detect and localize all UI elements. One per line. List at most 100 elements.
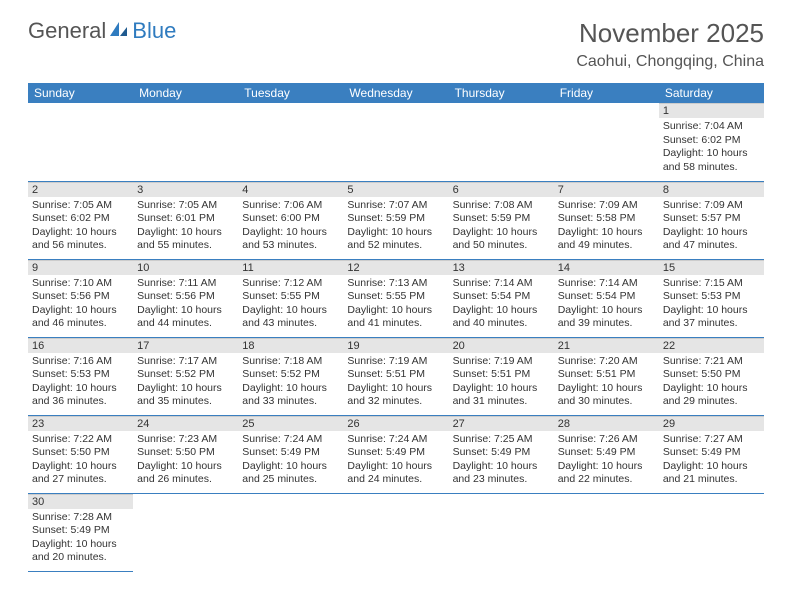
calendar-table: SundayMondayTuesdayWednesdayThursdayFrid…	[28, 83, 764, 572]
day-info: Sunrise: 7:13 AMSunset: 5:55 PMDaylight:…	[343, 275, 448, 336]
day-cell: 24Sunrise: 7:23 AMSunset: 5:50 PMDayligh…	[133, 415, 238, 493]
day-number: 3	[133, 182, 238, 197]
day-cell: 10Sunrise: 7:11 AMSunset: 5:56 PMDayligh…	[133, 259, 238, 337]
day-info: Sunrise: 7:06 AMSunset: 6:00 PMDaylight:…	[238, 197, 343, 258]
weekday-header: Thursday	[449, 83, 554, 103]
day-cell: 29Sunrise: 7:27 AMSunset: 5:49 PMDayligh…	[659, 415, 764, 493]
day-info: Sunrise: 7:12 AMSunset: 5:55 PMDaylight:…	[238, 275, 343, 336]
day-info: Sunrise: 7:24 AMSunset: 5:49 PMDaylight:…	[238, 431, 343, 492]
header: General Blue November 2025 Caohui, Chong…	[28, 18, 764, 71]
empty-cell	[554, 493, 659, 571]
logo-text-general: General	[28, 18, 106, 44]
empty-cell	[28, 103, 133, 181]
day-number: 6	[449, 182, 554, 197]
day-cell: 26Sunrise: 7:24 AMSunset: 5:49 PMDayligh…	[343, 415, 448, 493]
day-number: 13	[449, 260, 554, 275]
calendar-header-row: SundayMondayTuesdayWednesdayThursdayFrid…	[28, 83, 764, 103]
day-number: 15	[659, 260, 764, 275]
weekday-header: Saturday	[659, 83, 764, 103]
day-cell: 16Sunrise: 7:16 AMSunset: 5:53 PMDayligh…	[28, 337, 133, 415]
day-number: 27	[449, 416, 554, 431]
day-number: 26	[343, 416, 448, 431]
day-cell: 21Sunrise: 7:20 AMSunset: 5:51 PMDayligh…	[554, 337, 659, 415]
empty-cell	[343, 103, 448, 181]
day-cell: 14Sunrise: 7:14 AMSunset: 5:54 PMDayligh…	[554, 259, 659, 337]
empty-cell	[449, 103, 554, 181]
day-number: 14	[554, 260, 659, 275]
day-info: Sunrise: 7:07 AMSunset: 5:59 PMDaylight:…	[343, 197, 448, 258]
day-number: 25	[238, 416, 343, 431]
day-info: Sunrise: 7:20 AMSunset: 5:51 PMDaylight:…	[554, 353, 659, 414]
day-number: 12	[343, 260, 448, 275]
day-info: Sunrise: 7:10 AMSunset: 5:56 PMDaylight:…	[28, 275, 133, 336]
weekday-header: Tuesday	[238, 83, 343, 103]
day-info: Sunrise: 7:05 AMSunset: 6:02 PMDaylight:…	[28, 197, 133, 258]
day-cell: 7Sunrise: 7:09 AMSunset: 5:58 PMDaylight…	[554, 181, 659, 259]
day-info: Sunrise: 7:09 AMSunset: 5:57 PMDaylight:…	[659, 197, 764, 258]
day-cell: 12Sunrise: 7:13 AMSunset: 5:55 PMDayligh…	[343, 259, 448, 337]
weekday-header: Wednesday	[343, 83, 448, 103]
day-info: Sunrise: 7:23 AMSunset: 5:50 PMDaylight:…	[133, 431, 238, 492]
day-info: Sunrise: 7:05 AMSunset: 6:01 PMDaylight:…	[133, 197, 238, 258]
sail-icon	[108, 18, 130, 44]
empty-cell	[238, 493, 343, 571]
empty-cell	[133, 103, 238, 181]
day-info: Sunrise: 7:08 AMSunset: 5:59 PMDaylight:…	[449, 197, 554, 258]
day-info: Sunrise: 7:19 AMSunset: 5:51 PMDaylight:…	[343, 353, 448, 414]
day-number: 2	[28, 182, 133, 197]
empty-cell	[659, 493, 764, 571]
day-cell: 22Sunrise: 7:21 AMSunset: 5:50 PMDayligh…	[659, 337, 764, 415]
day-cell: 27Sunrise: 7:25 AMSunset: 5:49 PMDayligh…	[449, 415, 554, 493]
day-number: 11	[238, 260, 343, 275]
day-cell: 20Sunrise: 7:19 AMSunset: 5:51 PMDayligh…	[449, 337, 554, 415]
day-info: Sunrise: 7:16 AMSunset: 5:53 PMDaylight:…	[28, 353, 133, 414]
day-number: 9	[28, 260, 133, 275]
day-cell: 28Sunrise: 7:26 AMSunset: 5:49 PMDayligh…	[554, 415, 659, 493]
day-info: Sunrise: 7:19 AMSunset: 5:51 PMDaylight:…	[449, 353, 554, 414]
weekday-header: Sunday	[28, 83, 133, 103]
day-cell: 17Sunrise: 7:17 AMSunset: 5:52 PMDayligh…	[133, 337, 238, 415]
day-cell: 5Sunrise: 7:07 AMSunset: 5:59 PMDaylight…	[343, 181, 448, 259]
calendar-page: General Blue November 2025 Caohui, Chong…	[0, 0, 792, 590]
day-cell: 9Sunrise: 7:10 AMSunset: 5:56 PMDaylight…	[28, 259, 133, 337]
day-cell: 11Sunrise: 7:12 AMSunset: 5:55 PMDayligh…	[238, 259, 343, 337]
day-number: 22	[659, 338, 764, 353]
day-cell: 13Sunrise: 7:14 AMSunset: 5:54 PMDayligh…	[449, 259, 554, 337]
day-info: Sunrise: 7:14 AMSunset: 5:54 PMDaylight:…	[449, 275, 554, 336]
day-number: 16	[28, 338, 133, 353]
day-number: 19	[343, 338, 448, 353]
day-number: 7	[554, 182, 659, 197]
weekday-header: Friday	[554, 83, 659, 103]
day-info: Sunrise: 7:25 AMSunset: 5:49 PMDaylight:…	[449, 431, 554, 492]
weekday-header: Monday	[133, 83, 238, 103]
day-number: 5	[343, 182, 448, 197]
day-number: 8	[659, 182, 764, 197]
location: Caohui, Chongqing, China	[576, 53, 764, 71]
empty-cell	[238, 103, 343, 181]
day-number: 23	[28, 416, 133, 431]
day-cell: 18Sunrise: 7:18 AMSunset: 5:52 PMDayligh…	[238, 337, 343, 415]
empty-cell	[343, 493, 448, 571]
day-cell: 4Sunrise: 7:06 AMSunset: 6:00 PMDaylight…	[238, 181, 343, 259]
day-info: Sunrise: 7:15 AMSunset: 5:53 PMDaylight:…	[659, 275, 764, 336]
day-info: Sunrise: 7:22 AMSunset: 5:50 PMDaylight:…	[28, 431, 133, 492]
title-block: November 2025 Caohui, Chongqing, China	[576, 18, 764, 71]
day-cell: 1Sunrise: 7:04 AMSunset: 6:02 PMDaylight…	[659, 103, 764, 181]
day-number: 4	[238, 182, 343, 197]
day-info: Sunrise: 7:28 AMSunset: 5:49 PMDaylight:…	[28, 509, 133, 570]
day-number: 20	[449, 338, 554, 353]
day-info: Sunrise: 7:09 AMSunset: 5:58 PMDaylight:…	[554, 197, 659, 258]
calendar-body: 1Sunrise: 7:04 AMSunset: 6:02 PMDaylight…	[28, 103, 764, 571]
month-title: November 2025	[576, 18, 764, 49]
day-number: 28	[554, 416, 659, 431]
empty-cell	[449, 493, 554, 571]
day-cell: 6Sunrise: 7:08 AMSunset: 5:59 PMDaylight…	[449, 181, 554, 259]
logo-text-blue: Blue	[132, 18, 176, 44]
day-number: 10	[133, 260, 238, 275]
day-cell: 23Sunrise: 7:22 AMSunset: 5:50 PMDayligh…	[28, 415, 133, 493]
logo: General Blue	[28, 18, 176, 44]
day-number: 18	[238, 338, 343, 353]
day-number: 24	[133, 416, 238, 431]
day-info: Sunrise: 7:17 AMSunset: 5:52 PMDaylight:…	[133, 353, 238, 414]
day-cell: 25Sunrise: 7:24 AMSunset: 5:49 PMDayligh…	[238, 415, 343, 493]
